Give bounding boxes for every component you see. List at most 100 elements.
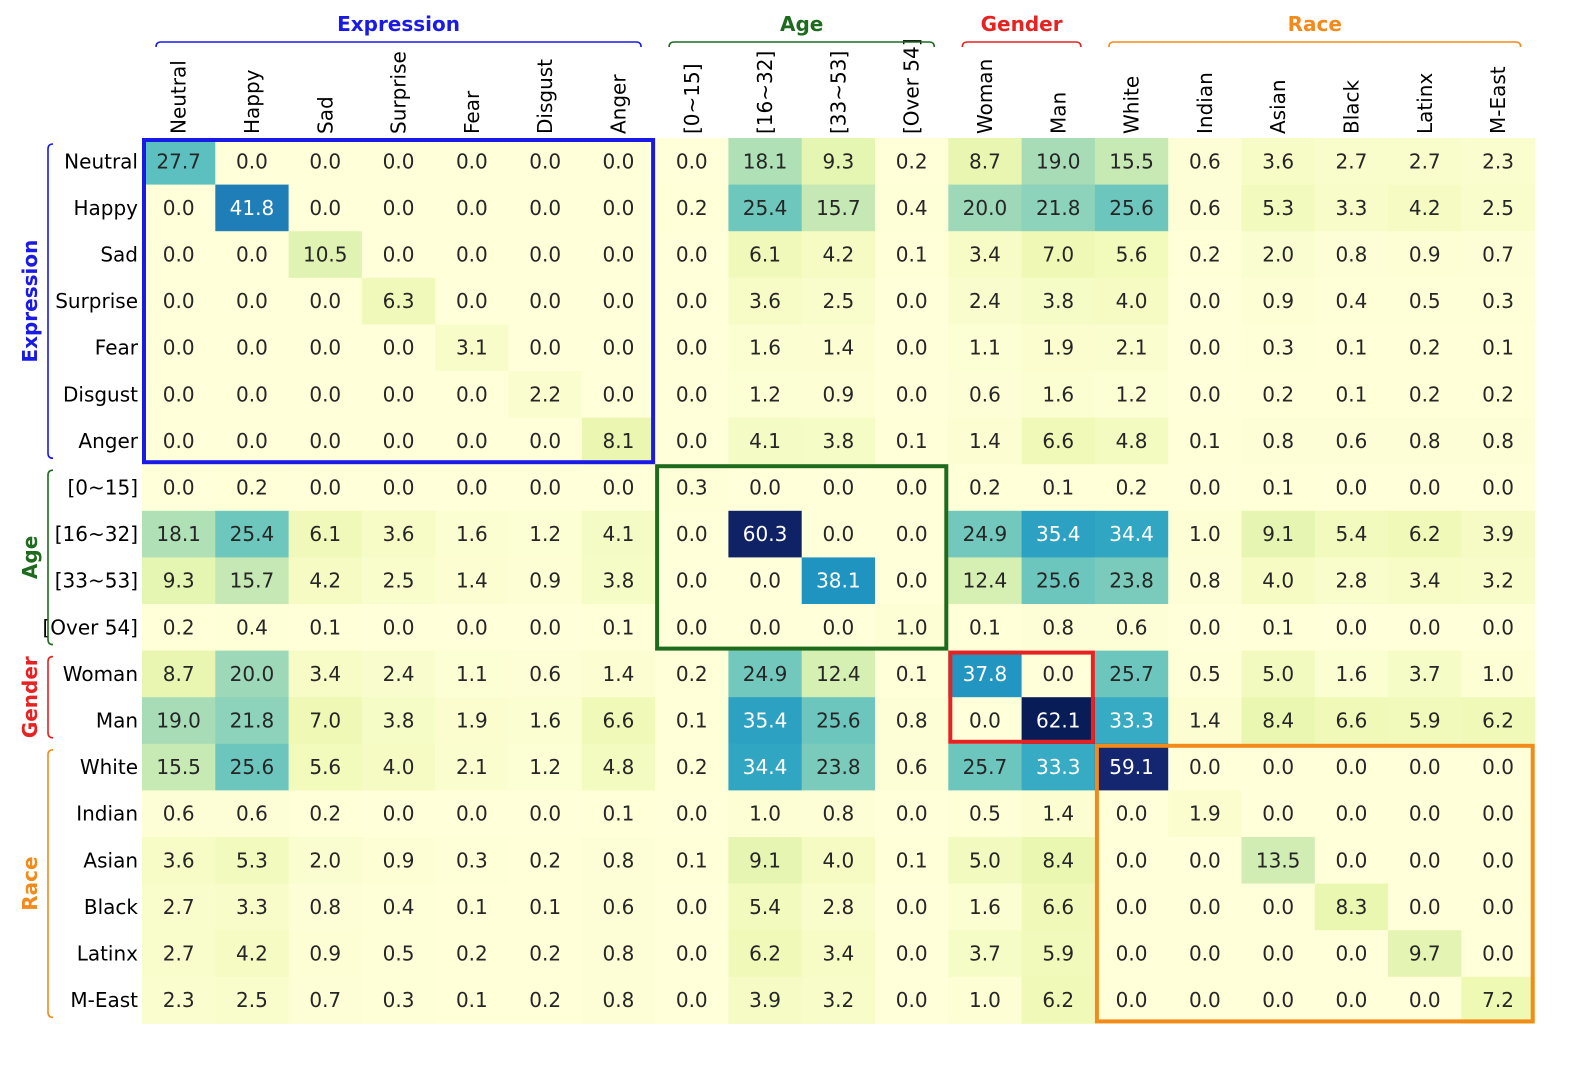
cell-anger-sad	[288, 417, 363, 465]
cell-m-east-latinx	[1388, 976, 1462, 1024]
cell-happy-black	[1314, 184, 1389, 232]
cell-16-32-disgust	[508, 510, 583, 558]
cell-anger-0-15	[655, 417, 729, 465]
cell-value-label: 0.0	[163, 476, 195, 500]
cell-woman-16-32	[728, 650, 803, 698]
expression-column-header: Expression	[337, 12, 460, 36]
cell-value-label: 3.4	[1409, 569, 1441, 593]
cell-0-15-33-53	[801, 464, 876, 512]
cell-black-happy	[215, 883, 290, 931]
cell-over-54-white	[1094, 604, 1169, 652]
cell-value-label: 0.5	[1189, 662, 1221, 686]
cell-indian-fear	[435, 790, 509, 838]
cell-m-east-indian	[1168, 976, 1242, 1024]
cell-woman-white	[1094, 650, 1169, 698]
cell-surprise-woman	[948, 277, 1023, 325]
cell-value-label: 4.2	[236, 942, 268, 966]
cell-latinx-0-15	[655, 930, 729, 978]
cell-value-label: 0.6	[529, 662, 561, 686]
cell-value-label: 0.1	[1336, 336, 1368, 360]
cell-value-label: 37.8	[963, 662, 1008, 686]
cell-value-label: 25.6	[816, 709, 861, 733]
cell-sad-over-54	[875, 231, 949, 279]
cell-value-label: 0.2	[676, 662, 708, 686]
age-row-header: Age	[18, 536, 42, 579]
cell-value-label: 0.0	[529, 336, 561, 360]
cell-black-over-54	[875, 883, 949, 931]
cell-value-label: 18.1	[743, 149, 788, 173]
cell-sad-man	[1021, 231, 1096, 279]
cell-value-label: 0.0	[1482, 615, 1514, 639]
cell-value-label: 0.0	[896, 289, 928, 313]
cell-asian-black	[1314, 837, 1389, 885]
cell-value-label: 0.0	[456, 476, 488, 500]
cell-latinx-disgust	[508, 930, 583, 978]
cell-value-label: 0.0	[529, 429, 561, 453]
cell-neutral-anger	[581, 138, 656, 186]
cell-value-label: 4.0	[383, 755, 415, 779]
cell-value-label: 4.0	[1262, 569, 1294, 593]
cell-value-label: 35.4	[743, 709, 788, 733]
cell-value-label: 7.0	[309, 709, 341, 733]
cell-value-label: 2.1	[1116, 336, 1148, 360]
cell-value-label: 0.0	[822, 615, 854, 639]
cell-happy-man	[1021, 184, 1096, 232]
cell-value-label: 0.0	[1482, 848, 1514, 872]
cell-m-east-fear	[435, 976, 509, 1024]
cell-value-label: 0.0	[896, 569, 928, 593]
cell-value-label: 0.9	[529, 569, 561, 593]
cell-over-54-16-32	[728, 604, 803, 652]
cell-value-label: 27.7	[156, 149, 201, 173]
cell-white-disgust	[508, 743, 583, 791]
cell-value-label: 0.0	[236, 382, 268, 406]
cell-value-label: 4.8	[603, 755, 635, 779]
cell-value-label: 0.0	[749, 476, 781, 500]
cell-black-anger	[581, 883, 656, 931]
cell-white-happy	[215, 743, 290, 791]
cell-man-anger	[581, 697, 656, 745]
cell-black-asian	[1241, 883, 1316, 931]
cell-value-label: 1.4	[822, 336, 854, 360]
cell-value-label: 5.3	[1262, 196, 1294, 220]
cell-indian-latinx	[1388, 790, 1462, 838]
cell-sad-fear	[435, 231, 509, 279]
cell-value-label: 0.0	[236, 149, 268, 173]
cell-value-label: 3.4	[309, 662, 341, 686]
cell-value-label: 0.0	[1189, 988, 1221, 1012]
cell-neutral-man	[1021, 138, 1096, 186]
cell-16-32-fear	[435, 510, 509, 558]
cell-value-label: 0.0	[896, 895, 928, 919]
cell-value-label: 3.2	[822, 988, 854, 1012]
cell-neutral-16-32	[728, 138, 803, 186]
cell-neutral-black	[1314, 138, 1389, 186]
cell-value-label: 1.4	[969, 429, 1001, 453]
cell-anger-over-54	[875, 417, 949, 465]
cell-sad-indian	[1168, 231, 1242, 279]
cell-value-label: 0.0	[529, 476, 561, 500]
cell-fear-m-east	[1461, 324, 1536, 372]
row-label-white: White	[80, 755, 138, 779]
cell-value-label: 0.5	[1409, 289, 1441, 313]
cell-value-label: 0.0	[749, 569, 781, 593]
cell-value-label: 1.6	[1042, 382, 1074, 406]
race-row-header: Race	[18, 856, 42, 910]
cell-disgust-m-east	[1461, 371, 1536, 419]
cell-value-label: 0.1	[456, 988, 488, 1012]
cell-woman-anger	[581, 650, 656, 698]
cell-value-label: 0.0	[1189, 848, 1221, 872]
cell-white-sad	[288, 743, 363, 791]
cell-over-54-woman	[948, 604, 1023, 652]
cell-value-label: 0.0	[309, 196, 341, 220]
cell-value-label: 5.4	[1336, 522, 1368, 546]
col-label-33-53: [33~53]	[826, 51, 850, 134]
cell-value-label: 0.1	[896, 662, 928, 686]
cell-man-16-32	[728, 697, 803, 745]
cell-value-label: 0.1	[676, 709, 708, 733]
cell-indian-0-15	[655, 790, 729, 838]
cell-value-label: 0.0	[456, 615, 488, 639]
cell-33-53-latinx	[1388, 557, 1462, 605]
cell-value-label: 3.9	[749, 988, 781, 1012]
cell-value-label: 1.2	[529, 755, 561, 779]
cell-over-54-over-54	[875, 604, 949, 652]
cell-value-label: 0.0	[676, 988, 708, 1012]
